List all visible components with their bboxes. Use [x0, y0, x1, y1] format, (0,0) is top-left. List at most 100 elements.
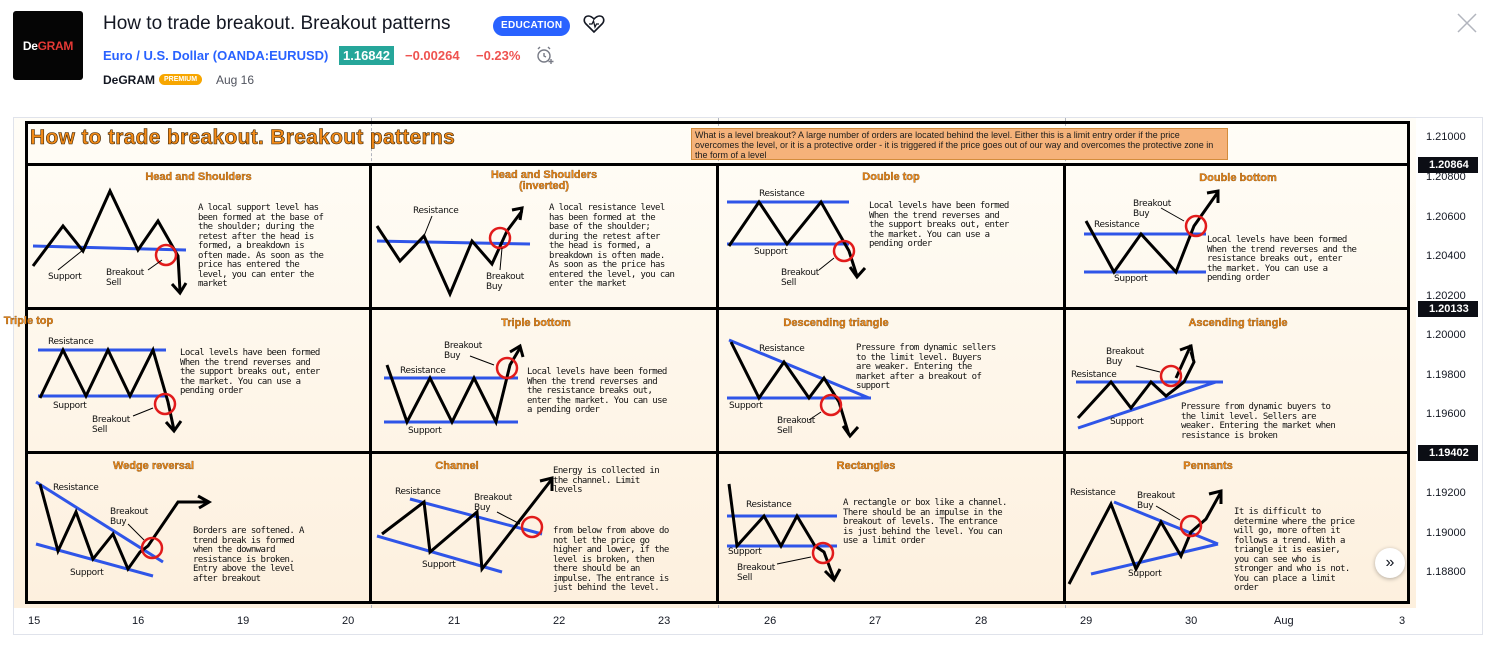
scroll-to-realtime-button[interactable]: » — [1375, 548, 1405, 578]
logo-text: De — [22, 38, 38, 53]
pattern-title: Ascending triangle — [1188, 317, 1288, 329]
label-buy: Buy — [1106, 357, 1123, 367]
label-support: Support — [422, 560, 456, 570]
pattern-cell-triple-bottom: Triple bottom Breakout Buy Resistance Su… — [372, 310, 716, 451]
label-resistance: Resistance — [746, 500, 792, 510]
pattern-cell-pennants: Pennants Resistance Breakout Buy Support… — [1066, 454, 1410, 601]
x-tick: 29 — [1080, 615, 1093, 627]
x-tick: 20 — [342, 615, 355, 627]
author-logo[interactable]: DeGRAM — [13, 11, 83, 80]
chart-container[interactable] — [13, 117, 1483, 635]
x-tick: 27 — [869, 615, 882, 627]
grid-line — [716, 163, 719, 604]
pattern-cell-double-top: Double top Resistance Support Breakout S… — [719, 166, 1063, 307]
pattern-cell-head-and-shoulders-inverted: Head and Shoulders (inverted) Resistance… — [372, 166, 716, 307]
grid-line — [369, 163, 372, 604]
label-breakout: Breakout — [92, 415, 130, 425]
author-name[interactable]: DeGRAM — [103, 73, 156, 87]
label-breakout: Breakout — [1137, 491, 1175, 501]
label-breakout: Breakout — [737, 563, 775, 573]
publish-date: Aug 16 — [216, 73, 255, 87]
y-tick: 1.18800 — [1426, 566, 1466, 578]
pattern-description: Local levels have been formed When the t… — [869, 201, 1009, 249]
x-tick: 23 — [658, 615, 671, 627]
label-resistance: Resistance — [413, 206, 459, 216]
chart-main-title: How to trade breakout. Breakout patterns — [30, 126, 456, 150]
pattern-description: Pressure from dynamic sellers to the lim… — [856, 343, 996, 391]
pattern-cell-ascending-triangle: Ascending triangle Breakout Buy Resistan… — [1066, 310, 1410, 451]
label-resistance: Resistance — [53, 483, 99, 493]
y-tick: 1.20000 — [1426, 329, 1466, 341]
pattern-description: Local levels have been formed When the t… — [1207, 235, 1357, 283]
label-support: Support — [1128, 569, 1162, 579]
label-buy: Buy — [474, 503, 491, 513]
pattern-description: A local support level has been formed at… — [198, 203, 324, 289]
label-sell: Sell — [781, 278, 797, 288]
info-note: What is a level breakout? A large number… — [691, 128, 1228, 160]
y-tick: 1.21000 — [1426, 131, 1466, 143]
label-breakout: Breakout — [106, 268, 144, 278]
x-tick: Aug — [1274, 615, 1294, 627]
pattern-drawing — [1084, 189, 1220, 275]
x-tick: 15 — [28, 615, 41, 627]
pattern-drawing — [376, 476, 554, 574]
pattern-subtitle: (inverted) — [518, 180, 570, 192]
pattern-description: A local resistance level has been formed… — [549, 203, 675, 289]
x-tick: 30 — [1185, 615, 1198, 627]
label-resistance: Resistance — [759, 344, 805, 354]
pattern-drawing — [727, 483, 842, 583]
pattern-description-top: Energy is collected in the channel. Limi… — [553, 466, 660, 495]
label-breakout: Breakout — [777, 416, 815, 426]
education-badge[interactable]: EDUCATION — [493, 16, 571, 36]
label-breakout: Breakout — [1106, 347, 1144, 357]
idea-title: How to trade breakout. Breakout patterns — [103, 13, 451, 34]
pattern-title: Triple bottom — [501, 317, 571, 329]
symbol-link[interactable]: Euro / U.S. Dollar (OANDA:EURUSD) — [103, 48, 329, 63]
pattern-drawing — [375, 206, 531, 298]
alert-clock-icon[interactable] — [535, 45, 555, 65]
pattern-drawing — [1067, 489, 1223, 585]
label-support: Support — [53, 401, 87, 411]
logo-text-accent: GRAM — [37, 38, 74, 53]
x-tick: 28 — [975, 615, 988, 627]
label-sell: Sell — [106, 278, 122, 288]
label-sell: Sell — [737, 573, 753, 583]
y-tick: 1.19000 — [1426, 527, 1466, 539]
price-change: −0.00264 — [405, 48, 460, 63]
label-sell: Sell — [92, 425, 108, 435]
pattern-description: It is difficult to determine where the p… — [1234, 507, 1355, 593]
pattern-drawing — [727, 338, 871, 439]
pattern-drawing — [384, 343, 525, 427]
y-tick: 1.20200 — [1426, 290, 1466, 302]
last-price: 1.16842 — [339, 46, 394, 65]
pattern-description: A rectangle or box like a channel. There… — [843, 498, 1007, 546]
pattern-title: Head and Shoulders — [490, 169, 598, 181]
y-tick: 1.19600 — [1426, 408, 1466, 420]
label-support: Support — [728, 547, 762, 557]
label-resistance: Resistance — [1070, 488, 1116, 498]
pattern-cell-triple-top: Triple top Resistance Support Breakout S… — [4, 310, 369, 451]
pattern-title: Pennants — [1183, 460, 1233, 472]
pattern-title: Triple top — [3, 315, 54, 327]
pattern-cell-rectangles: Rectangles Resistance Support Breakout S… — [719, 454, 1063, 601]
label-support: Support — [70, 568, 104, 578]
label-buy: Buy — [486, 282, 503, 292]
pattern-drawing — [727, 199, 867, 280]
label-breakout: Breakout — [110, 507, 148, 517]
y-tick: 1.20800 — [1426, 171, 1466, 183]
label-resistance: Resistance — [759, 189, 805, 199]
boost-heart-icon[interactable] — [583, 14, 605, 34]
x-tick: 22 — [553, 615, 566, 627]
price-change-percent: −0.23% — [476, 48, 521, 63]
pattern-title: Rectangles — [836, 460, 896, 472]
label-support: Support — [1110, 417, 1144, 427]
x-tick: 26 — [764, 615, 777, 627]
pattern-drawing — [1076, 343, 1223, 430]
price-level-tag: 1.20133 — [1418, 301, 1478, 317]
grid-line — [1063, 163, 1066, 604]
close-icon[interactable] — [1456, 12, 1478, 34]
pattern-title: Double bottom — [1199, 172, 1277, 184]
pattern-title: Head and Shoulders — [145, 171, 252, 183]
label-support: Support — [729, 401, 763, 411]
pattern-cell-channel: Channel Resistance Breakout Buy Support … — [372, 454, 716, 601]
